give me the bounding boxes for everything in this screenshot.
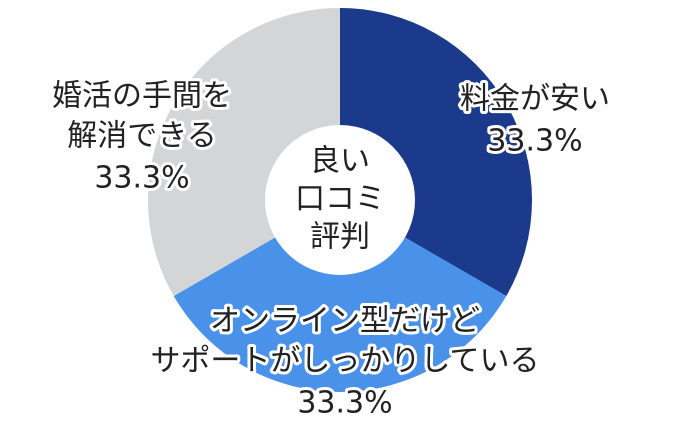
- center-label: 口コミ: [295, 182, 385, 217]
- donut-hole: [265, 125, 415, 275]
- value-label: 33.3%: [487, 124, 582, 159]
- center-label: 評判: [310, 220, 370, 255]
- slice-label: 解消できる: [67, 119, 216, 154]
- slice-label: オンライン型だけど: [210, 304, 480, 339]
- center-label: 良い: [310, 144, 370, 179]
- slice: [173, 200, 507, 392]
- slice-label: 料金が安い: [460, 82, 610, 117]
- value-label: 33.3%: [94, 161, 189, 196]
- slice-label: 婚活の手間を: [52, 79, 232, 114]
- slice-label: サポートがしっかりしている: [150, 344, 539, 379]
- value-label: 33.3%: [297, 386, 392, 421]
